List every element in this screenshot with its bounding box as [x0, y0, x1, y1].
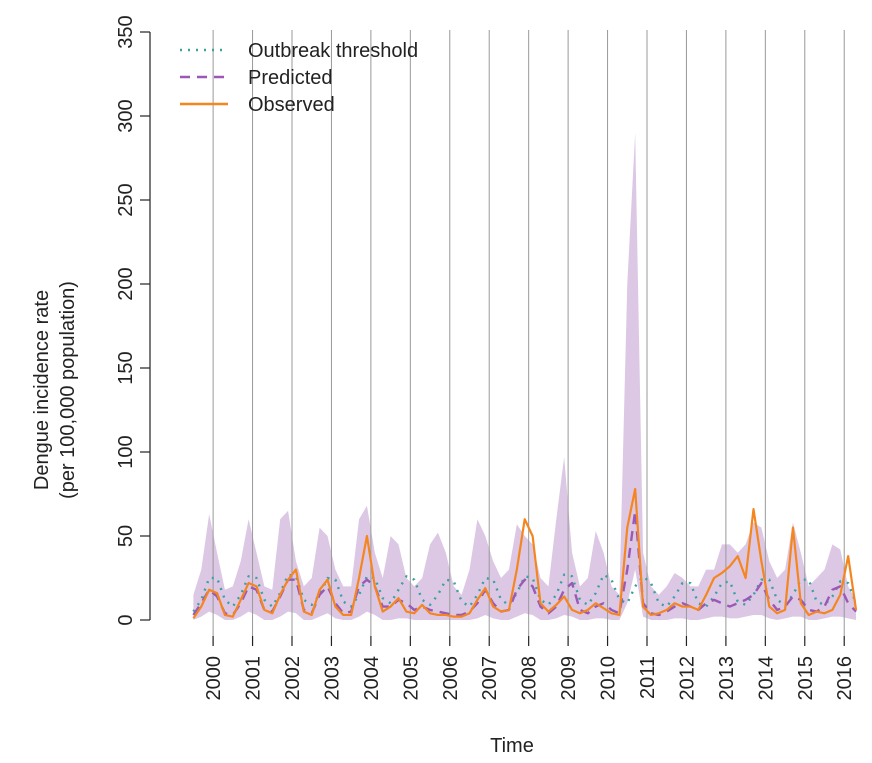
x-tick-label: 2007	[479, 656, 501, 701]
legend-label: Observed	[248, 94, 335, 116]
legend-label: Predicted	[248, 67, 333, 89]
x-tick-label: 2005	[400, 656, 422, 701]
series-line	[192, 487, 858, 619]
axes-layer: 0 50 100 150 200 250 300 350 2000 2001 2002 2003 200…	[115, 15, 856, 700]
x-tick-label: 2001	[243, 656, 265, 701]
x-tick-label: 2012	[676, 656, 698, 701]
prediction-interval	[193, 132, 857, 621]
x-tick-label: 2008	[519, 656, 541, 701]
y-tick-label: 150	[115, 351, 137, 384]
x-tick-label: 2014	[755, 656, 777, 701]
x-axis-label: Time	[490, 735, 534, 757]
band-layer	[193, 132, 857, 621]
x-tick-label: 2000	[203, 656, 225, 701]
x-tick-label: 2016	[834, 656, 856, 701]
grid-layer	[212, 30, 845, 636]
y-tick-label: 50	[115, 525, 137, 547]
lines-layer	[192, 487, 858, 619]
x-tick-label: 2015	[795, 656, 817, 701]
x-tick-label: 2013	[716, 656, 738, 701]
y-axis-label: Dengue incidence rate	[31, 290, 53, 490]
y-tick-label: 0	[115, 614, 137, 625]
x-tick-label: 2006	[440, 656, 462, 701]
y-tick-label: 300	[115, 99, 137, 132]
x-tick-label: 2004	[361, 656, 383, 701]
y-axis-label: (per 100,000 population)	[57, 281, 79, 499]
x-tick-label: 2010	[598, 656, 620, 701]
x-tick-label: 2009	[558, 656, 580, 701]
x-tick-label: 2003	[321, 656, 343, 701]
x-tick-label: 2011	[637, 656, 659, 699]
y-tick-label: 250	[115, 183, 137, 216]
legend-label: Outbreak threshold	[248, 40, 418, 62]
x-tick-label: 2002	[282, 656, 304, 701]
y-tick-label: 100	[115, 435, 137, 468]
y-tick-label: 200	[115, 267, 137, 300]
y-tick-label: 350	[115, 15, 137, 48]
